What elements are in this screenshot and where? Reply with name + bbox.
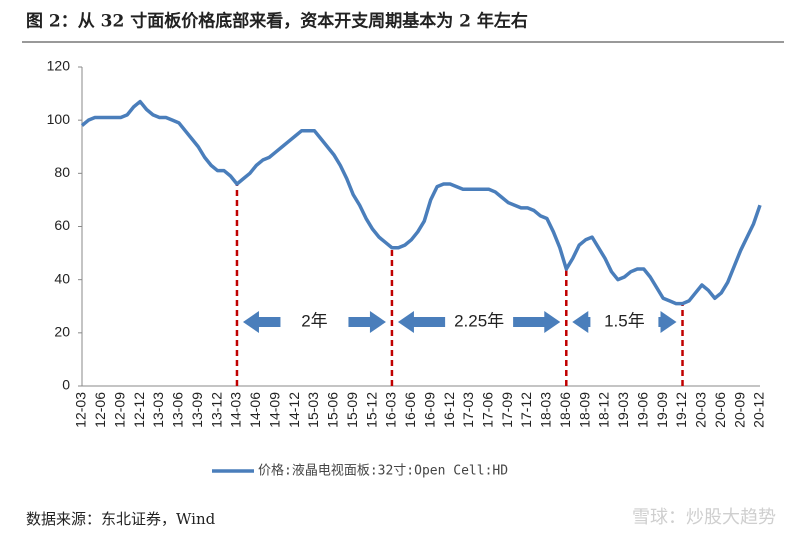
span-arrow	[658, 311, 677, 333]
x-tick-label: 14-03	[228, 392, 244, 428]
source-note: 数据来源：东北证券，Wind	[26, 510, 216, 528]
x-tick-label: 12-06	[92, 392, 108, 428]
x-tick-label: 14-06	[247, 392, 263, 428]
x-tick-label: 15-09	[344, 392, 360, 428]
x-tick-label: 18-12	[596, 392, 612, 428]
x-tick-label: 15-03	[305, 392, 321, 428]
x-tick-label: 12-12	[131, 392, 147, 428]
span-label: 2.25年	[454, 311, 504, 330]
span-label: 1.5年	[604, 311, 645, 330]
x-tick-label: 17-06	[480, 392, 496, 428]
span-arrow	[348, 311, 386, 333]
x-tick-label: 13-06	[170, 392, 186, 428]
x-tick-label: 19-12	[673, 392, 689, 428]
y-tick-label: 100	[47, 111, 71, 127]
legend-label: 价格:液晶电视面板:32寸:Open Cell:HD	[258, 463, 508, 479]
x-tick-label: 18-06	[557, 392, 573, 428]
y-tick-label: 40	[54, 270, 70, 286]
watermark: 雪球：炒股大趋势	[632, 507, 776, 527]
x-tick-label: 20-12	[751, 392, 767, 428]
span-arrow	[397, 311, 446, 333]
span-arrow	[242, 311, 281, 333]
y-tick-label: 0	[62, 377, 70, 393]
span-arrow	[513, 311, 561, 333]
y-tick-label: 120	[47, 58, 71, 74]
x-tick-label: 17-09	[499, 392, 515, 428]
x-tick-label: 12-03	[73, 392, 89, 428]
data-line	[80, 99, 762, 306]
x-tick-label: 16-03	[383, 392, 399, 428]
x-tick-label: 16-09	[421, 392, 437, 428]
x-tick-label: 16-12	[441, 392, 457, 428]
x-tick-label: 14-09	[266, 392, 282, 428]
x-tick-label: 15-12	[363, 392, 379, 428]
x-tick-label: 18-09	[576, 392, 592, 428]
x-tick-label: 13-12	[208, 392, 224, 428]
span-arrow	[572, 311, 591, 333]
x-tick-label: 16-06	[402, 392, 418, 428]
x-tick-label: 12-09	[111, 392, 127, 428]
x-tick-label: 14-12	[286, 392, 302, 428]
x-tick-label: 13-03	[150, 392, 166, 428]
y-tick-label: 60	[54, 217, 70, 233]
span-label: 2年	[301, 311, 327, 330]
x-tick-label: 20-06	[712, 392, 728, 428]
x-tick-label: 13-09	[189, 392, 205, 428]
x-tick-label: 19-03	[615, 392, 631, 428]
x-tick-label: 20-09	[731, 392, 747, 428]
y-tick-label: 80	[54, 164, 70, 180]
chart-title: 图 2：从 32 寸面板价格底部来看，资本开支周期基本为 2 年左右	[26, 11, 528, 32]
x-tick-label: 18-03	[538, 392, 554, 428]
x-tick-label: 20-03	[693, 392, 709, 428]
y-tick-label: 20	[54, 324, 70, 340]
x-tick-label: 17-12	[518, 392, 534, 428]
x-tick-label: 15-06	[325, 392, 341, 428]
x-tick-label: 19-09	[654, 392, 670, 428]
x-tick-label: 17-03	[460, 392, 476, 428]
x-tick-label: 19-06	[634, 392, 650, 428]
